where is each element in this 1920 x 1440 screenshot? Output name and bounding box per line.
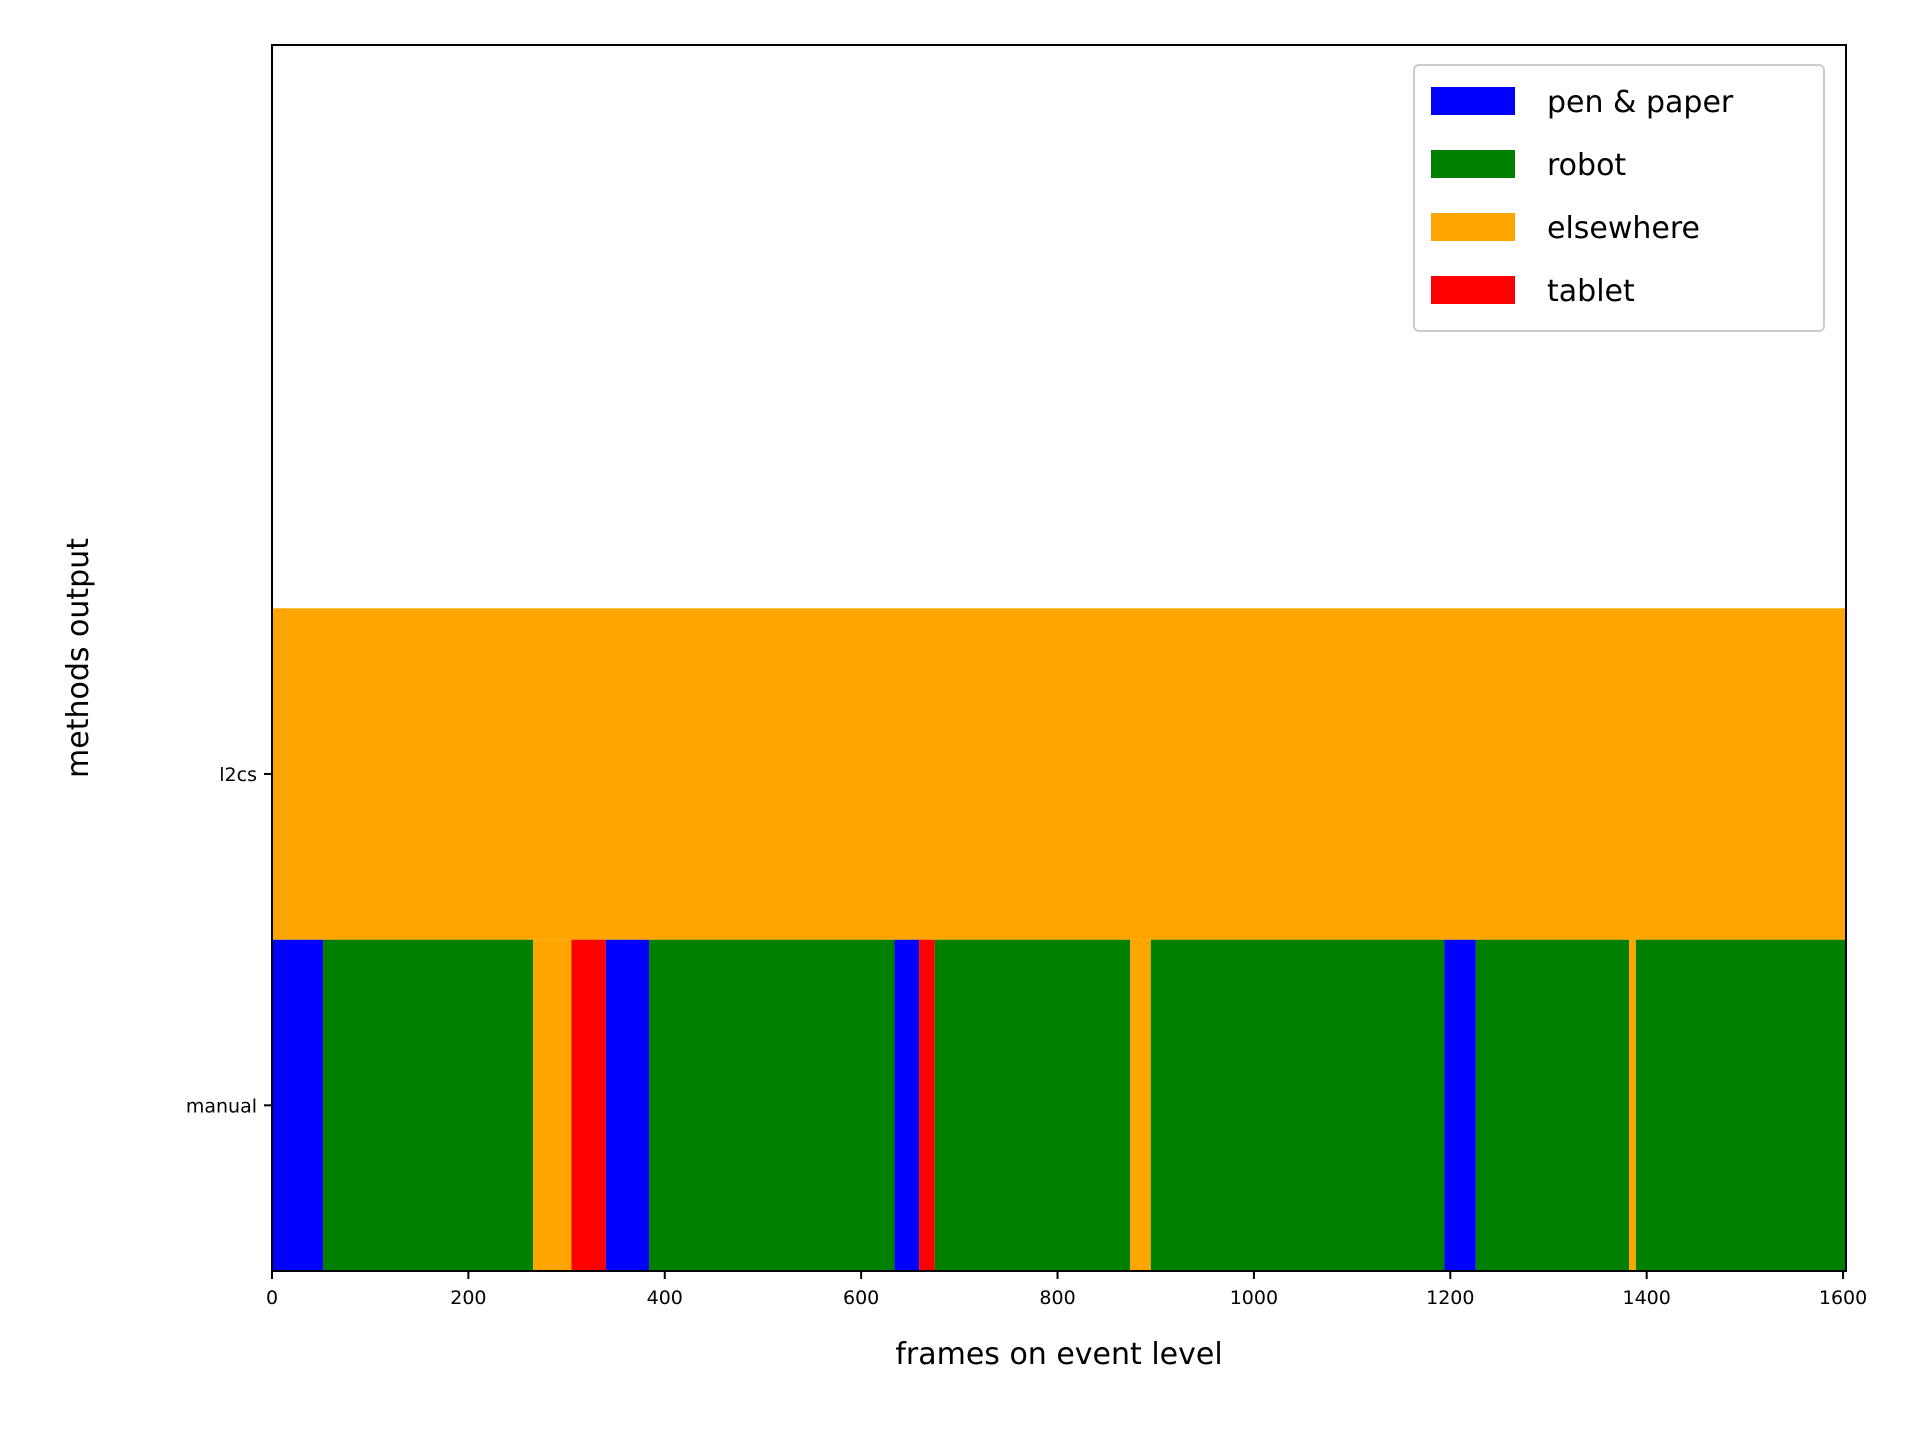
y-tick-label-manual: manual — [186, 1095, 257, 1117]
legend: pen & paper robot elsewhere tablet — [1413, 64, 1825, 332]
legend-swatch — [1431, 87, 1515, 115]
x-tick-label: 1200 — [1426, 1287, 1474, 1309]
plot-frame — [271, 44, 1847, 1272]
timeline-bars — [272, 608, 1846, 1271]
x-tick-label: 0 — [266, 1287, 278, 1309]
bar-segment-l2cs-0 — [272, 608, 1846, 940]
x-axis: 0 200 400 600 800 1000 1200 1400 1600 — [266, 1271, 1867, 1309]
bar-segment-manual-0 — [272, 939, 324, 1271]
legend-label: robot — [1547, 148, 1626, 183]
x-tick-label: 600 — [843, 1287, 879, 1309]
y-axis-label: methods output — [61, 538, 96, 778]
bar-segment-manual-8 — [934, 939, 1131, 1271]
bar-segment-manual-5 — [649, 939, 895, 1271]
bar-segment-manual-3 — [571, 939, 606, 1271]
y-axis: manual l2cs — [186, 764, 272, 1117]
legend-label: tablet — [1547, 274, 1635, 309]
bar-segment-manual-1 — [323, 939, 534, 1271]
legend-swatch — [1431, 150, 1515, 178]
bar-segment-manual-6 — [894, 939, 920, 1271]
legend-label: pen & paper — [1547, 85, 1734, 120]
bar-segment-manual-14 — [1635, 939, 1846, 1271]
bar-segment-manual-7 — [919, 939, 935, 1271]
bar-segment-manual-4 — [605, 939, 650, 1271]
x-tick-label: 1000 — [1230, 1287, 1278, 1309]
bar-segment-manual-12 — [1475, 939, 1629, 1271]
x-tick-label: 200 — [450, 1287, 486, 1309]
x-tick-label: 400 — [647, 1287, 683, 1309]
legend-swatch — [1431, 213, 1515, 241]
x-tick-label: 1600 — [1819, 1287, 1867, 1309]
bar-segment-manual-2 — [533, 939, 572, 1271]
x-tick-label: 1400 — [1622, 1287, 1670, 1309]
legend-swatch — [1431, 276, 1515, 304]
bar-segment-manual-9 — [1130, 939, 1151, 1271]
y-tick-label-l2cs: l2cs — [219, 764, 257, 786]
legend-label: elsewhere — [1547, 211, 1700, 246]
bar-segment-manual-10 — [1150, 939, 1445, 1271]
bar-segment-manual-11 — [1444, 939, 1476, 1271]
x-tick-label: 800 — [1039, 1287, 1075, 1309]
bar-segment-manual-13 — [1628, 939, 1636, 1271]
x-axis-label: frames on event level — [895, 1337, 1222, 1372]
legend-box — [1413, 64, 1825, 332]
